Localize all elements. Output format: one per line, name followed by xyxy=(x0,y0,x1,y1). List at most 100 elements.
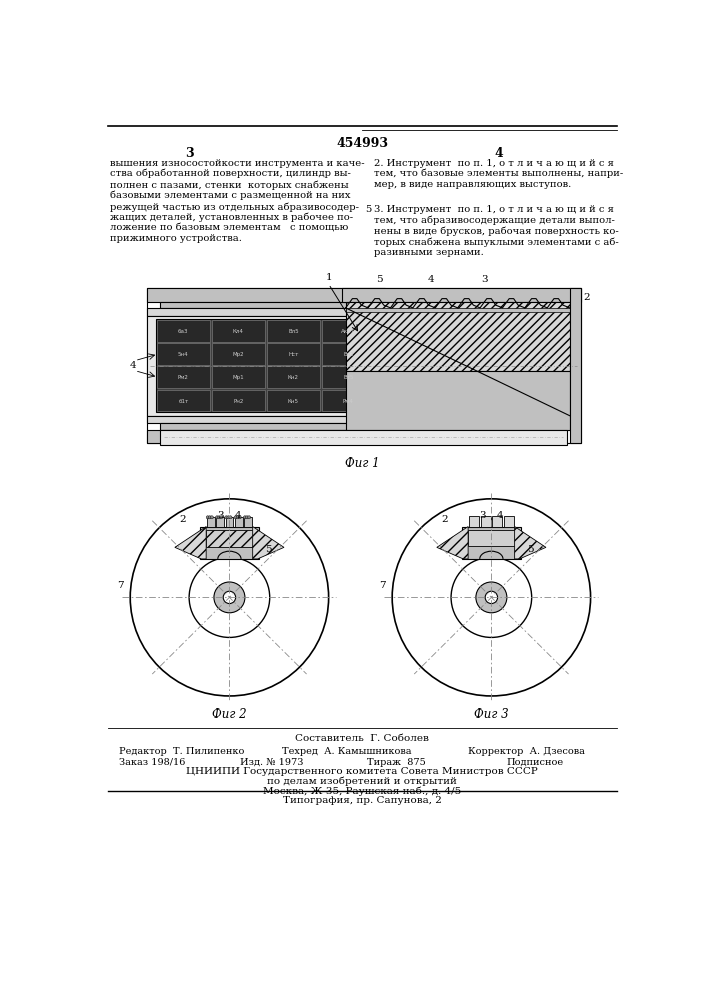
Bar xyxy=(146,316,385,416)
Circle shape xyxy=(243,516,247,519)
Circle shape xyxy=(238,516,241,519)
Bar xyxy=(211,343,265,365)
Bar xyxy=(346,308,570,312)
Bar xyxy=(146,416,385,423)
Circle shape xyxy=(206,516,209,519)
Text: по делам изобретений и открытий: по делам изобретений и открытий xyxy=(267,777,457,786)
Text: 5: 5 xyxy=(365,205,371,214)
Text: 2. Инструмент  по п. 1, о т л и ч а ю щ и й с я
тем, что базовые элементы выполн: 2. Инструмент по п. 1, о т л и ч а ю щ и… xyxy=(373,158,623,189)
Text: Рм2: Рм2 xyxy=(178,375,189,380)
Bar xyxy=(504,516,514,527)
Circle shape xyxy=(234,516,237,519)
Bar xyxy=(216,517,224,527)
Bar xyxy=(267,366,320,388)
Bar xyxy=(146,430,385,443)
Circle shape xyxy=(392,499,590,696)
Circle shape xyxy=(216,516,218,519)
Circle shape xyxy=(130,499,329,696)
Text: 5: 5 xyxy=(265,545,271,554)
Bar xyxy=(492,516,502,527)
Text: Акр7: Акр7 xyxy=(341,329,356,334)
Circle shape xyxy=(210,516,214,519)
Text: Москва, Ж-35, Раушская наб., д. 4/5: Москва, Ж-35, Раушская наб., д. 4/5 xyxy=(263,787,461,796)
Text: Редактор  Т. Пилипенко: Редактор Т. Пилипенко xyxy=(119,747,245,756)
Bar xyxy=(156,389,210,411)
Text: Подписное: Подписное xyxy=(507,758,564,767)
Text: Мр2: Мр2 xyxy=(233,352,244,357)
Text: вышения износостойкости инструмента и каче-
ства обработанной поверхности, цилин: вышения износостойкости инструмента и ка… xyxy=(110,158,365,243)
Text: 5: 5 xyxy=(376,275,382,284)
Text: 4: 4 xyxy=(235,511,242,520)
Text: Вл5: Вл5 xyxy=(288,329,298,334)
Text: Кн2: Кн2 xyxy=(288,375,299,380)
Text: 5: 5 xyxy=(527,545,534,554)
Bar xyxy=(469,516,479,527)
Text: 4: 4 xyxy=(497,511,503,520)
Bar xyxy=(267,320,320,342)
Text: 454993: 454993 xyxy=(336,137,388,150)
Text: Рм4: Рм4 xyxy=(343,399,354,404)
Text: 3: 3 xyxy=(479,511,486,520)
Polygon shape xyxy=(437,527,468,559)
Circle shape xyxy=(189,557,270,637)
Text: 5н4: 5н4 xyxy=(178,352,189,357)
Bar xyxy=(346,302,570,371)
Text: Кл4: Кл4 xyxy=(233,329,244,334)
Bar xyxy=(207,517,215,527)
Bar xyxy=(226,517,233,527)
Circle shape xyxy=(218,516,221,519)
Text: 6а3: 6а3 xyxy=(178,329,189,334)
Text: 2: 2 xyxy=(583,293,590,302)
Bar xyxy=(160,302,385,308)
Bar xyxy=(156,366,210,388)
Circle shape xyxy=(451,557,532,637)
Bar xyxy=(322,343,375,365)
Text: 4: 4 xyxy=(495,147,503,160)
Text: Мр1: Мр1 xyxy=(233,375,244,380)
Text: Техред  А. Камышникова: Техред А. Камышникова xyxy=(282,747,411,756)
Bar xyxy=(156,319,376,412)
Bar xyxy=(211,320,265,342)
Text: 4: 4 xyxy=(129,361,136,370)
Bar xyxy=(146,288,385,302)
Bar xyxy=(206,530,252,547)
Circle shape xyxy=(245,516,249,519)
Text: Кн5: Кн5 xyxy=(288,399,299,404)
Text: б1т: б1т xyxy=(178,399,189,404)
Text: 3. Инструмент  по п. 1, о т л и ч а ю щ и й с я
тем, что абразивосодержащие дета: 3. Инструмент по п. 1, о т л и ч а ю щ и… xyxy=(373,205,619,257)
Text: Фиг 2: Фиг 2 xyxy=(212,708,247,721)
Bar xyxy=(160,430,566,445)
Text: Вн2: Вн2 xyxy=(343,352,354,357)
Text: Вт5: Вт5 xyxy=(343,375,354,380)
Bar xyxy=(211,389,265,411)
Bar xyxy=(341,288,580,302)
Bar xyxy=(481,516,491,527)
Bar xyxy=(235,517,243,527)
Polygon shape xyxy=(175,527,206,559)
Circle shape xyxy=(209,516,211,519)
Bar xyxy=(160,423,385,430)
Circle shape xyxy=(247,516,250,519)
Bar xyxy=(156,320,210,342)
Text: Тираж  875: Тираж 875 xyxy=(368,758,426,767)
Bar xyxy=(322,366,375,388)
Text: Составитель  Г. Соболев: Составитель Г. Соболев xyxy=(295,734,429,743)
Circle shape xyxy=(227,516,230,519)
Text: Фиг 1: Фиг 1 xyxy=(344,457,379,470)
Text: Рн2: Рн2 xyxy=(233,399,243,404)
Text: Заказ 198/16: Заказ 198/16 xyxy=(119,758,186,767)
Circle shape xyxy=(225,516,228,519)
Circle shape xyxy=(485,591,498,604)
Text: 3: 3 xyxy=(217,511,224,520)
Bar xyxy=(200,527,259,559)
Bar xyxy=(468,530,515,546)
Circle shape xyxy=(223,591,235,604)
Circle shape xyxy=(220,516,223,519)
Bar xyxy=(462,527,521,559)
Bar xyxy=(346,371,570,430)
Polygon shape xyxy=(515,527,546,559)
Text: Корректор  А. Дзесова: Корректор А. Дзесова xyxy=(468,747,585,756)
Text: Нст: Нст xyxy=(288,352,298,357)
Circle shape xyxy=(229,516,232,519)
Text: ЦНИИПИ Государственного комитета Совета Министров СССР: ЦНИИПИ Государственного комитета Совета … xyxy=(186,767,538,776)
